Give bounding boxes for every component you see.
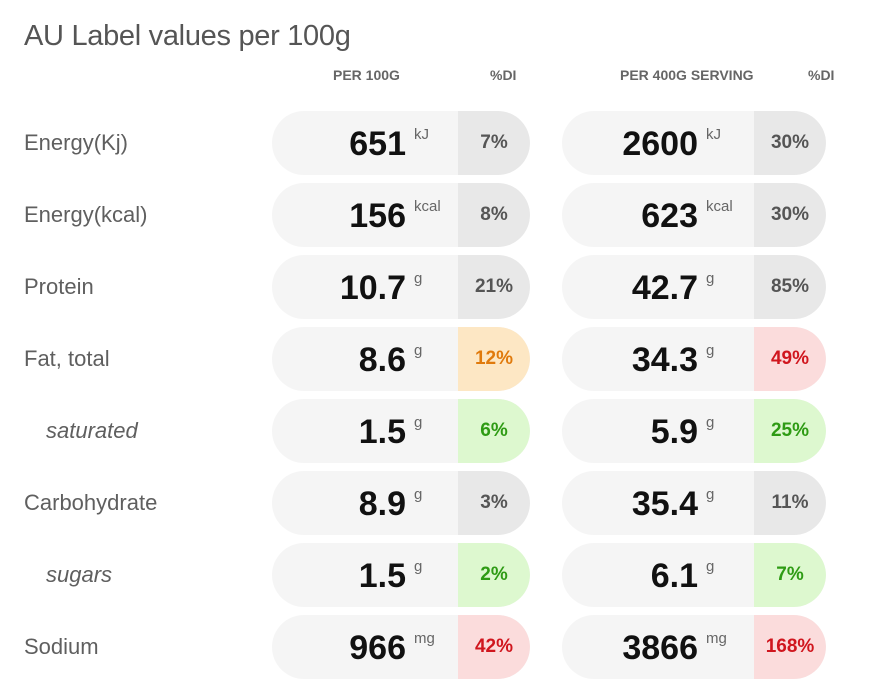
per-100g-unit: g [414, 342, 423, 359]
nutrition-row: sugars 1.5 g 2% 6.1 g 7% [0, 543, 870, 607]
per-serving-pill: 42.7 g 85% [562, 255, 826, 319]
per-serving-unit: g [706, 342, 715, 359]
per-serving-di-badge: 168% [754, 615, 826, 679]
per-100g-di-badge: 3% [458, 471, 530, 535]
nutrient-label: Protein [24, 274, 94, 299]
per-serving-unit: g [706, 414, 715, 431]
per-serving-value: 42.7 [631, 269, 698, 307]
per-100g-unit: g [414, 414, 423, 431]
per-100g-di-badge: 7% [458, 111, 530, 175]
per-serving-di-badge: 7% [754, 543, 826, 607]
per-100g-di-badge: 42% [458, 615, 530, 679]
nutrient-label: Energy(Kj) [24, 130, 128, 155]
nutrient-label: Energy(kcal) [24, 202, 148, 227]
nutrition-row: Protein 10.7 g 21% 42.7 g 85% [0, 255, 870, 319]
column-header-per-100g: PER 100G [333, 67, 400, 83]
per-serving-pill: 6.1 g 7% [562, 543, 826, 607]
per-100g-pill: 966 mg 42% [272, 615, 530, 679]
per-serving-unit: g [706, 270, 715, 287]
nutrition-row: Energy(kcal) 156 kcal 8% 623 kcal 30% [0, 183, 870, 247]
nutrition-row: Carbohydrate 8.9 g 3% 35.4 g 11% [0, 471, 870, 535]
per-serving-value: 3866 [622, 629, 698, 667]
per-serving-unit: g [706, 558, 715, 575]
per-100g-unit: g [414, 486, 423, 503]
per-serving-value: 34.3 [631, 341, 698, 379]
per-100g-pill: 651 kJ 7% [272, 111, 530, 175]
nutrition-row: Fat, total 8.6 g 12% 34.3 g 49% [0, 327, 870, 391]
nutrition-row: Sodium 966 mg 42% 3866 mg 168% [0, 615, 870, 679]
per-100g-unit: kcal [414, 198, 441, 215]
per-100g-value: 8.9 [358, 485, 406, 523]
per-100g-pill: 156 kcal 8% [272, 183, 530, 247]
nutrition-row: Energy(Kj) 651 kJ 7% 2600 kJ 30% [0, 111, 870, 175]
nutrient-label: Carbohydrate [24, 490, 158, 515]
per-serving-unit: mg [706, 630, 727, 647]
per-100g-value: 651 [349, 125, 406, 163]
per-100g-pill: 1.5 g 6% [272, 399, 530, 463]
per-100g-value: 1.5 [358, 557, 406, 595]
per-100g-value: 1.5 [358, 413, 406, 451]
per-serving-unit: kcal [706, 198, 733, 215]
per-100g-unit: g [414, 558, 423, 575]
per-100g-di-badge: 8% [458, 183, 530, 247]
per-100g-pill: 8.9 g 3% [272, 471, 530, 535]
per-100g-value: 156 [349, 197, 406, 235]
per-100g-unit: mg [414, 630, 435, 647]
column-header-di-per-serving: %DI [808, 67, 835, 83]
page-title: AU Label values per 100g [24, 20, 351, 52]
per-100g-di-badge: 12% [458, 327, 530, 391]
per-serving-di-badge: 30% [754, 183, 826, 247]
column-header-di-per-100g: %DI [490, 67, 517, 83]
per-100g-di-badge: 21% [458, 255, 530, 319]
per-serving-value: 6.1 [650, 557, 698, 595]
per-serving-di-badge: 30% [754, 111, 826, 175]
per-serving-value: 5.9 [650, 413, 698, 451]
per-serving-pill: 623 kcal 30% [562, 183, 826, 247]
nutrient-label: sugars [46, 562, 113, 587]
per-serving-value: 623 [641, 197, 698, 235]
per-serving-pill: 34.3 g 49% [562, 327, 826, 391]
per-serving-di-badge: 49% [754, 327, 826, 391]
per-serving-value: 35.4 [631, 485, 698, 523]
per-100g-pill: 1.5 g 2% [272, 543, 530, 607]
per-100g-pill: 8.6 g 12% [272, 327, 530, 391]
per-100g-di-badge: 6% [458, 399, 530, 463]
per-serving-pill: 35.4 g 11% [562, 471, 826, 535]
nutrient-label: Fat, total [24, 346, 110, 371]
per-serving-di-badge: 85% [754, 255, 826, 319]
per-100g-pill: 10.7 g 21% [272, 255, 530, 319]
per-100g-unit: g [414, 270, 423, 287]
per-100g-value: 8.6 [358, 341, 406, 379]
nutrient-label: Sodium [24, 634, 99, 659]
nutrient-label: saturated [46, 418, 138, 443]
per-serving-value: 2600 [622, 125, 698, 163]
per-serving-unit: kJ [706, 126, 721, 143]
per-serving-di-badge: 11% [754, 471, 826, 535]
per-100g-value: 10.7 [339, 269, 406, 307]
per-serving-unit: g [706, 486, 715, 503]
per-serving-pill: 5.9 g 25% [562, 399, 826, 463]
per-serving-pill: 2600 kJ 30% [562, 111, 826, 175]
nutrition-row: saturated 1.5 g 6% 5.9 g 25% [0, 399, 870, 463]
per-100g-di-badge: 2% [458, 543, 530, 607]
per-serving-pill: 3866 mg 168% [562, 615, 826, 679]
per-100g-unit: kJ [414, 126, 429, 143]
per-serving-di-badge: 25% [754, 399, 826, 463]
column-header-per-serving: PER 400G SERVING [620, 67, 754, 83]
per-100g-value: 966 [349, 629, 406, 667]
